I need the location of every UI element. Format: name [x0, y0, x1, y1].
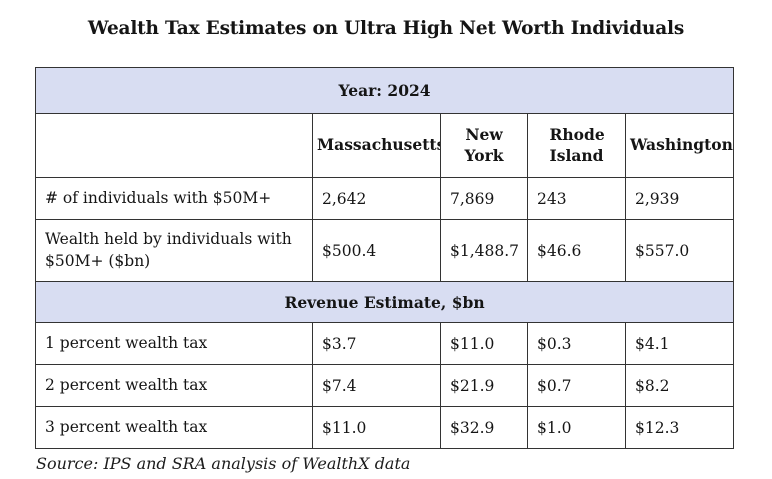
row-label: 2 percent wealth tax — [35, 364, 313, 408]
table-row-individuals-count: # of individuals with $50M+ 2,642 7,869 … — [35, 177, 735, 221]
revenue-estimate-banner-row: Revenue Estimate, $bn — [34, 281, 735, 324]
row-label: 3 percent wealth tax — [35, 406, 313, 450]
cell-value: $1,488.7 — [440, 219, 528, 283]
cell-value: $46.6 — [527, 219, 626, 283]
cell-value: 2,642 — [312, 177, 441, 221]
cell-value: $8.2 — [624, 364, 735, 408]
year-banner-row: Year: 2024 — [34, 67, 735, 115]
cell-value: $21.9 — [440, 364, 528, 408]
row-label: # of individuals with $50M+ — [35, 177, 313, 221]
column-header-empty — [35, 113, 313, 179]
year-banner: Year: 2024 — [34, 67, 735, 115]
table-row-3-percent-tax: 3 percent wealth tax $11.0 $32.9 $1.0 $1… — [35, 406, 735, 450]
page: Wealth Tax Estimates on Ultra High Net W… — [0, 17, 772, 479]
wealth-tax-table: Year: 2024 Massachusetts New York Rhode … — [34, 67, 735, 450]
column-header-rhode-island: Rhode Island — [527, 113, 626, 179]
cell-value: $3.7 — [312, 322, 441, 366]
cell-value: $557.0 — [624, 219, 735, 283]
cell-value: $0.3 — [527, 322, 626, 366]
table-row-2-percent-tax: 2 percent wealth tax $7.4 $21.9 $0.7 $8.… — [35, 364, 735, 408]
column-header-row: Massachusetts New York Rhode Island Wash… — [35, 113, 735, 179]
table-row-wealth-held: Wealth held by individuals with $50M+ ($… — [35, 219, 735, 283]
cell-value: $7.4 — [312, 364, 441, 408]
column-header-massachusetts: Massachusetts — [312, 113, 441, 179]
row-label: 1 percent wealth tax — [35, 322, 313, 366]
revenue-estimate-banner: Revenue Estimate, $bn — [34, 281, 735, 324]
row-label: Wealth held by individuals with $50M+ ($… — [35, 219, 313, 283]
page-title: Wealth Tax Estimates on Ultra High Net W… — [87, 18, 685, 39]
cell-value: $1.0 — [527, 406, 626, 450]
cell-value: $32.9 — [440, 406, 528, 450]
cell-value: 7,869 — [440, 177, 528, 221]
cell-value: 243 — [527, 177, 626, 221]
cell-value: $12.3 — [624, 406, 735, 450]
cell-value: $11.0 — [312, 406, 441, 450]
source-note: Source: IPS and SRA analysis of WealthX … — [36, 454, 411, 474]
column-header-washington: Washington — [624, 113, 735, 179]
cell-value: 2,939 — [624, 177, 735, 221]
cell-value: $500.4 — [312, 219, 441, 283]
cell-value: $4.1 — [624, 322, 735, 366]
table-row-1-percent-tax: 1 percent wealth tax $3.7 $11.0 $0.3 $4.… — [35, 322, 735, 366]
cell-value: $11.0 — [440, 322, 528, 366]
column-header-new-york: New York — [440, 113, 528, 179]
cell-value: $0.7 — [527, 364, 626, 408]
